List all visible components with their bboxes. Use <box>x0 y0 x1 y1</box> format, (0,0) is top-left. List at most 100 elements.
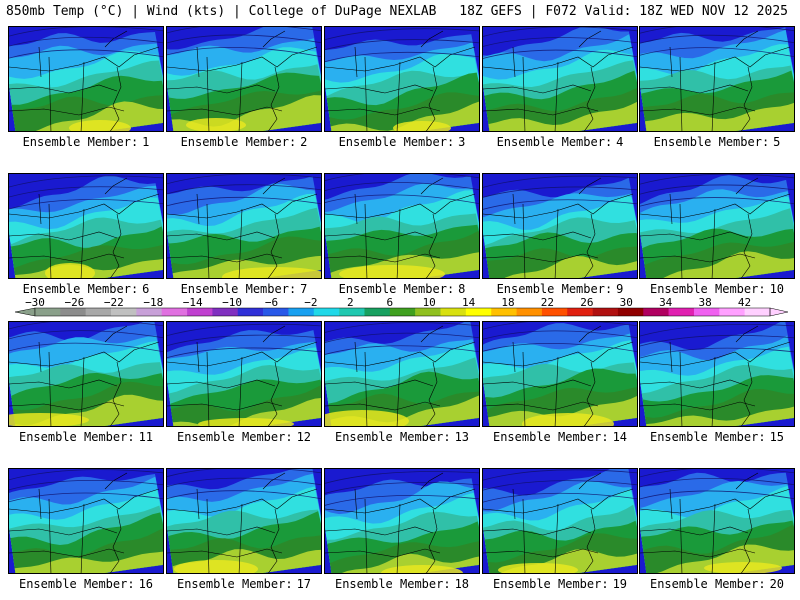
temperature-map <box>640 174 794 278</box>
member-label-prefix: Ensemble Member: <box>496 135 613 149</box>
temperature-map <box>640 27 794 131</box>
ensemble-map-panel <box>482 26 638 132</box>
colorbar-tick-label: 42 <box>738 296 751 309</box>
ensemble-map-panel <box>8 26 164 132</box>
valid-time: 18Z GEFS | F072 Valid: 18Z WED NOV 12 20… <box>459 4 788 19</box>
ensemble-map-panel <box>639 26 795 132</box>
member-number: 17 <box>296 577 312 591</box>
ensemble-member-label: Ensemble Member: 5 <box>639 135 795 149</box>
colorbar-left-arrow <box>14 307 36 317</box>
colorbar-swatch <box>187 308 213 316</box>
colorbar-swatch <box>465 308 492 316</box>
member-label-prefix: Ensemble Member: <box>176 577 293 591</box>
map-title: 850mb Temp (°C) | Wind (kts) | College o… <box>6 4 437 19</box>
ensemble-member-label: Ensemble Member: 16 <box>8 577 164 591</box>
colorbar-swatch <box>339 308 365 316</box>
member-label-prefix: Ensemble Member: <box>176 430 293 444</box>
member-label-prefix: Ensemble Member: <box>492 577 609 591</box>
colorbar-tick-label: −2 <box>304 296 317 309</box>
colorbar-tick-label: 38 <box>698 296 711 309</box>
colorbar-tick-label: −10 <box>222 296 242 309</box>
colorbar-swatch <box>541 308 568 316</box>
ensemble-map-panel <box>324 26 480 132</box>
ensemble-map-panel <box>8 173 164 279</box>
ensemble-map-panel <box>639 468 795 574</box>
temperature-map <box>9 322 163 426</box>
ensemble-member-label: Ensemble Member: 18 <box>324 577 480 591</box>
colorbar-tick-label: 34 <box>659 296 673 309</box>
colorbar-swatch <box>643 308 669 316</box>
temperature-map <box>325 322 479 426</box>
ensemble-map-panel <box>482 468 638 574</box>
ensemble-member-label: Ensemble Member: 7 <box>166 282 322 296</box>
ensemble-map-panel <box>8 321 164 427</box>
ensemble-member-label: Ensemble Member: 14 <box>482 430 638 444</box>
member-label-prefix: Ensemble Member: <box>334 430 451 444</box>
colorbar-tick-label: −26 <box>64 296 84 309</box>
ensemble-member-label: Ensemble Member: 13 <box>324 430 480 444</box>
colorbar-tick-label: −30 <box>25 296 45 309</box>
member-number: 6 <box>142 282 150 296</box>
colorbar-swatch <box>617 308 644 316</box>
colorbar-swatch <box>237 308 264 316</box>
ensemble-member-label: Ensemble Member: 11 <box>8 430 164 444</box>
member-number: 16 <box>138 577 154 591</box>
colorbar-swatch <box>313 308 340 316</box>
member-number: 12 <box>296 430 312 444</box>
member-label-prefix: Ensemble Member: <box>653 135 770 149</box>
colorbar-tick-label: 14 <box>462 296 476 309</box>
colorbar-swatch <box>288 308 315 316</box>
colorbar-swatch <box>136 308 163 316</box>
member-number: 15 <box>769 430 785 444</box>
member-number: 9 <box>616 282 624 296</box>
colorbar-swatch <box>263 308 289 316</box>
member-number: 5 <box>773 135 781 149</box>
member-number: 2 <box>300 135 308 149</box>
colorbar-right-arrow <box>769 307 789 317</box>
member-number: 10 <box>769 282 785 296</box>
colorbar-swatch <box>491 308 517 316</box>
member-number: 1 <box>142 135 150 149</box>
colorbar-swatch <box>111 308 137 316</box>
member-number: 11 <box>138 430 154 444</box>
colorbar-swatch <box>516 308 543 316</box>
member-label-prefix: Ensemble Member: <box>649 577 766 591</box>
ensemble-map-panel <box>482 173 638 279</box>
ensemble-map-panel <box>324 173 480 279</box>
ensemble-member-label: Ensemble Member: 20 <box>639 577 795 591</box>
ensemble-map-panel <box>166 321 322 427</box>
member-number: 4 <box>616 135 624 149</box>
temperature-map <box>325 174 479 278</box>
colorbar-swatch <box>719 308 745 316</box>
colorbar-tick-label: 6 <box>386 296 393 309</box>
ensemble-map-panel <box>166 26 322 132</box>
colorbar-swatch <box>85 308 112 316</box>
ensemble-map-panel <box>166 468 322 574</box>
colorbar-swatch <box>592 308 619 316</box>
member-label-prefix: Ensemble Member: <box>338 282 455 296</box>
member-label-prefix: Ensemble Member: <box>180 282 297 296</box>
colorbar-swatch <box>35 308 61 316</box>
member-number: 18 <box>454 577 470 591</box>
temperature-map <box>483 469 637 573</box>
member-number: 3 <box>458 135 466 149</box>
ensemble-member-label: Ensemble Member: 12 <box>166 430 322 444</box>
colorbar-tick-label: −14 <box>183 296 203 309</box>
ensemble-member-label: Ensemble Member: 2 <box>166 135 322 149</box>
temperature-map <box>167 322 321 426</box>
member-label-prefix: Ensemble Member: <box>18 577 135 591</box>
temperature-map <box>640 322 794 426</box>
temperature-map <box>167 27 321 131</box>
ensemble-map-panel <box>324 321 480 427</box>
ensemble-member-label: Ensemble Member: 19 <box>482 577 638 591</box>
colorbar-tick-label: 26 <box>580 296 593 309</box>
ensemble-member-label: Ensemble Member: 3 <box>324 135 480 149</box>
colorbar-tick-label: 22 <box>541 296 554 309</box>
colorbar-swatch <box>693 308 720 316</box>
colorbar-swatch <box>364 308 391 316</box>
member-number: 13 <box>454 430 470 444</box>
temperature-map <box>325 27 479 131</box>
temperature-map <box>167 469 321 573</box>
member-number: 8 <box>458 282 466 296</box>
ensemble-map-panel <box>639 321 795 427</box>
